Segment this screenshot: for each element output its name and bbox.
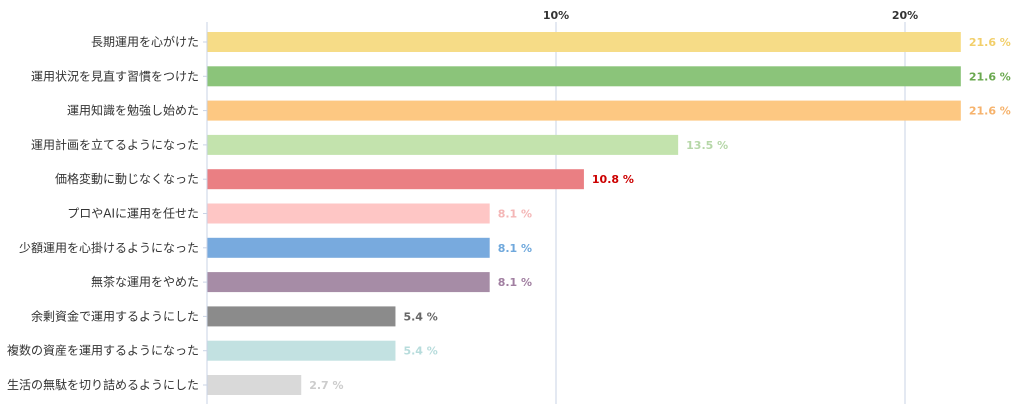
bar: [207, 272, 490, 293]
value-label: 5.4 %: [403, 345, 437, 358]
value-label: 21.6 %: [969, 36, 1011, 49]
value-label: 13.5 %: [686, 139, 728, 152]
value-label: 21.6 %: [969, 70, 1011, 83]
category-label: 運用知識を勉強し始めた: [67, 104, 199, 118]
value-label: 21.6 %: [969, 105, 1011, 118]
bar: [207, 375, 302, 395]
x-axis-ticks: 10% 20%: [543, 9, 918, 22]
bar: [207, 237, 490, 258]
bar: [207, 169, 584, 190]
x-tick-label: 10%: [543, 9, 569, 22]
value-label: 2.7 %: [309, 379, 343, 392]
category-labels: 長期運用を心がけた運用状況を見直す習慣をつけた運用知識を勉強し始めた運用計画を立…: [7, 34, 207, 392]
value-label: 8.1 %: [498, 208, 532, 221]
category-label: 無茶な運用をやめた: [91, 274, 199, 289]
bar: [207, 203, 490, 224]
category-label: 複数の資産を運用するようになった: [7, 343, 199, 358]
value-label: 8.1 %: [498, 276, 532, 289]
category-label: 運用状況を見直す習慣をつけた: [31, 68, 199, 83]
bar: [207, 32, 961, 52]
value-labels: 21.6 % 21.6 % 21.6 % 13.5 % 10.8 % 8.1 % 8.1 %…: [309, 36, 1011, 392]
category-label: 長期運用を心がけた: [91, 34, 199, 49]
category-label: プロやAIに運用を任せた: [67, 207, 199, 221]
bar: [207, 306, 396, 327]
category-label: 少額運用を心掛けるようになった: [19, 240, 199, 255]
bar: [207, 100, 961, 121]
category-label: 価格変動に動じなくなった: [55, 171, 199, 186]
value-label: 8.1 %: [498, 242, 532, 255]
bar: [207, 134, 679, 155]
value-label: 5.4 %: [403, 310, 437, 323]
category-label: 運用計画を立てるようになった: [31, 137, 199, 152]
category-label: 生活の無駄を切り詰めるようにした: [7, 377, 199, 392]
x-tick-label: 20%: [892, 9, 918, 22]
bar: [207, 66, 961, 87]
bar: [207, 340, 396, 361]
bars: [207, 32, 961, 395]
value-label: 10.8 %: [592, 173, 634, 186]
category-label: 余剰資金で運用するようにした: [31, 308, 199, 323]
